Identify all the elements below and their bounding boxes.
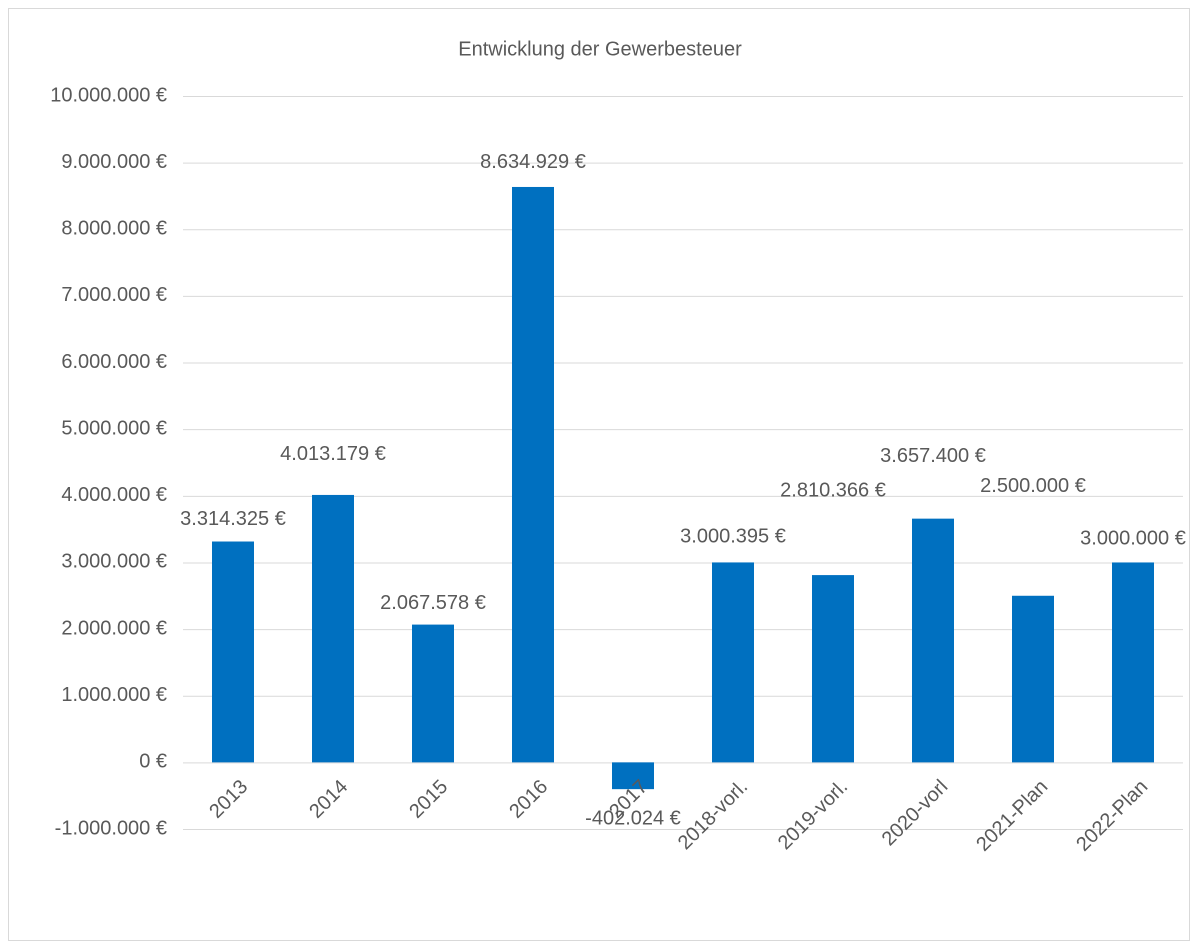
data-label: 3.000.000 € bbox=[1080, 528, 1186, 550]
y-tick-label: 4.000.000 € bbox=[61, 484, 167, 506]
bar bbox=[512, 186, 554, 763]
data-label: 2.067.578 € bbox=[380, 592, 486, 614]
bar bbox=[1112, 562, 1154, 763]
data-label: 4.013.179 € bbox=[280, 443, 386, 465]
y-tick-label: -1.000.000 € bbox=[55, 817, 167, 839]
data-label: 2.810.366 € bbox=[780, 479, 886, 501]
y-tick-label: 8.000.000 € bbox=[61, 218, 167, 240]
chart-title: Entwicklung der Gewerbesteuer bbox=[458, 38, 742, 60]
y-tick-label: 0 € bbox=[139, 751, 167, 773]
bar bbox=[912, 518, 954, 763]
bar bbox=[412, 624, 454, 763]
data-label: -402.024 € bbox=[585, 807, 681, 829]
data-label: 3.657.400 € bbox=[880, 445, 986, 467]
y-tick-label: 10.000.000 € bbox=[50, 84, 167, 106]
data-label: 2.500.000 € bbox=[980, 475, 1086, 497]
y-tick-label: 2.000.000 € bbox=[61, 617, 167, 639]
data-label: 3.000.395 € bbox=[680, 526, 786, 548]
chart-border bbox=[8, 8, 1190, 941]
y-tick-label: 1.000.000 € bbox=[61, 684, 167, 706]
y-tick-label: 3.000.000 € bbox=[61, 551, 167, 573]
y-tick-label: 6.000.000 € bbox=[61, 351, 167, 373]
bar bbox=[612, 762, 654, 790]
y-tick-label: 5.000.000 € bbox=[61, 417, 167, 439]
bar bbox=[812, 575, 854, 763]
y-tick-label: 9.000.000 € bbox=[61, 151, 167, 173]
bar bbox=[212, 541, 254, 763]
bar bbox=[312, 494, 354, 763]
bar bbox=[1012, 595, 1054, 763]
y-tick-label: 7.000.000 € bbox=[61, 284, 167, 306]
data-label: 8.634.929 € bbox=[480, 151, 586, 173]
data-label: 3.314.325 € bbox=[180, 508, 286, 530]
bar bbox=[712, 562, 754, 763]
